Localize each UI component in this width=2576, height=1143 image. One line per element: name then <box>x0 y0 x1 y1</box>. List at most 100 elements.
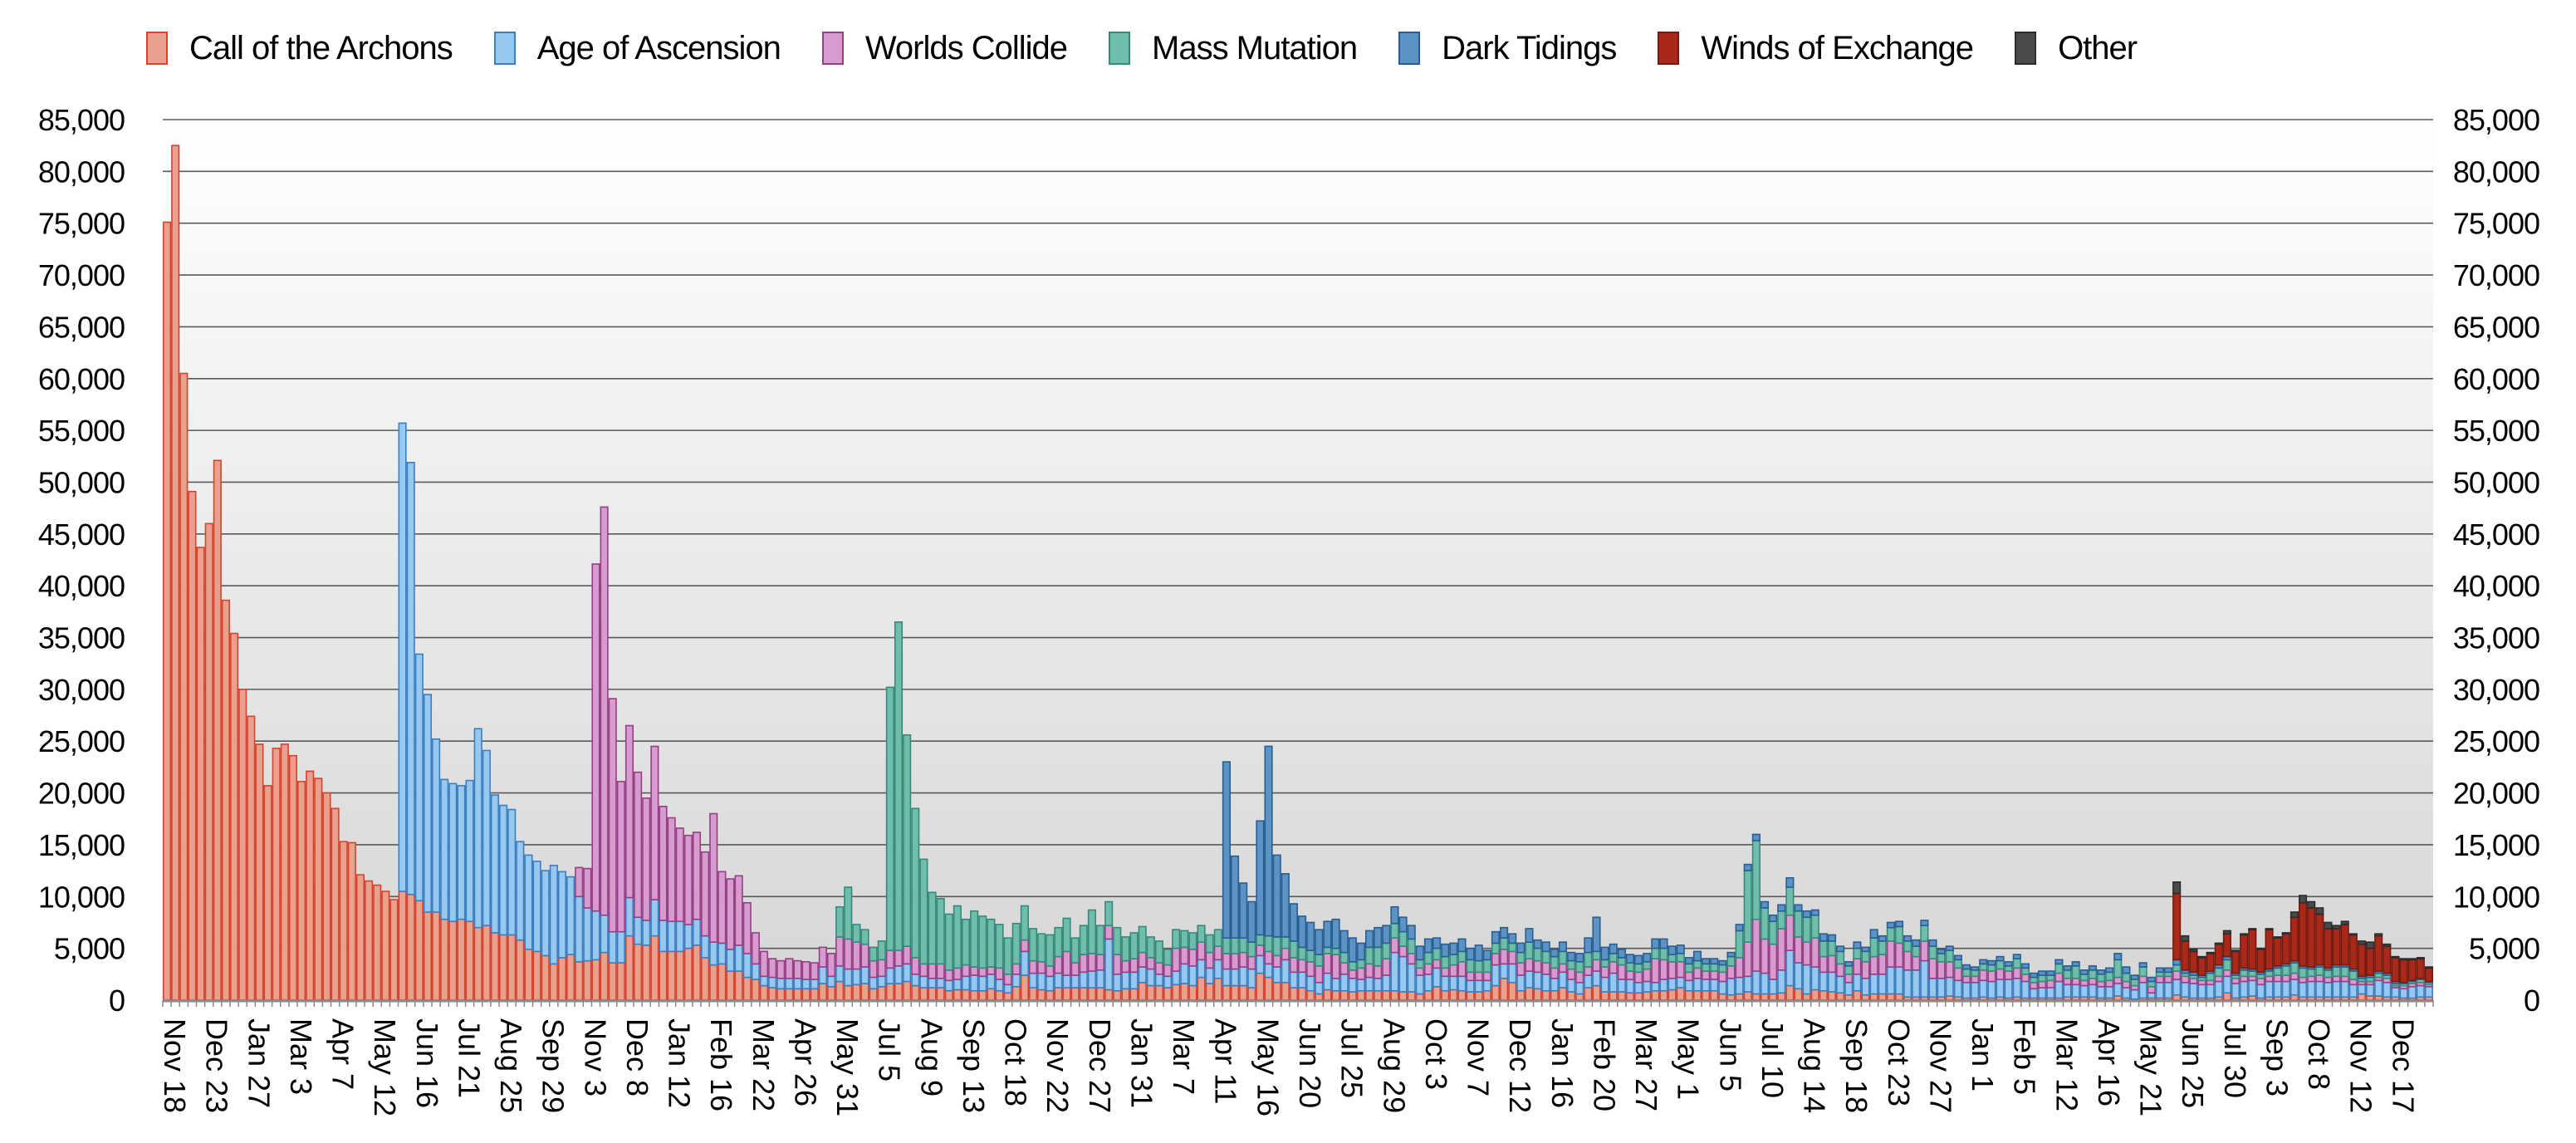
bar-segment <box>742 976 752 1001</box>
bar-segment <box>1491 930 1501 944</box>
bar-segment <box>600 506 609 916</box>
bar-segment <box>2298 901 2308 967</box>
bar-segment <box>1264 950 1273 965</box>
bar-segment <box>2029 976 2039 984</box>
x-tick-label: Jan 27 <box>242 1018 276 1108</box>
bar-segment <box>1011 922 1021 965</box>
bar-segment <box>1802 910 1811 919</box>
bar-segment <box>2324 969 2333 979</box>
bar-segment <box>608 698 617 933</box>
bar-segment <box>1154 940 1163 964</box>
bar-segment <box>1154 962 1163 975</box>
bar-segment <box>1491 942 1501 954</box>
bar-segment <box>1617 991 1626 1001</box>
bar-segment <box>1423 963 1433 975</box>
x-tick-label: Jul 5 <box>873 1018 907 1082</box>
bar-segment <box>1760 938 1770 974</box>
bar-segment <box>423 911 433 1001</box>
bar-segment <box>1441 943 1450 958</box>
bar-segment <box>919 858 928 965</box>
bar-segment <box>2357 984 2366 995</box>
bar-segment <box>987 918 996 968</box>
bar-segment <box>2113 959 2123 979</box>
bar-segment <box>726 970 735 1001</box>
bar-segment <box>1365 976 1374 992</box>
bar-segment <box>734 970 743 1001</box>
x-tick-label: Oct 3 <box>1419 1018 1453 1090</box>
bar-segment <box>995 989 1004 1001</box>
legend-item[interactable]: Dark Tidings <box>1398 30 1617 67</box>
x-tick-label: Jan 31 <box>1124 1018 1158 1108</box>
x-tick-label: Jan 1 <box>1966 1018 2000 1091</box>
legend-item[interactable]: Worlds Collide <box>821 30 1068 67</box>
bar-segment <box>1516 942 1526 954</box>
y-tick-label-left: 30,000 <box>38 673 125 707</box>
legend-item[interactable]: Age of Ascension <box>493 30 781 67</box>
bar-segment <box>1449 988 1458 1001</box>
legend-item[interactable]: Call of the Archons <box>146 30 453 67</box>
bar-segment <box>1365 930 1374 949</box>
bar-segment <box>2324 976 2333 984</box>
bar-segment <box>423 694 433 913</box>
bar-segment <box>2063 978 2072 986</box>
bar-segment <box>1054 926 1063 958</box>
bar-segment <box>1684 989 1693 1001</box>
bar-segment <box>1441 989 1450 1001</box>
bar-segment <box>1659 989 1668 1001</box>
bar-segment <box>507 934 517 1001</box>
bar-segment <box>1971 966 1980 971</box>
bar-segment <box>742 953 752 979</box>
bar-segment <box>1692 950 1702 962</box>
legend-item[interactable]: Other <box>2015 29 2138 67</box>
bar-segment <box>860 943 869 968</box>
bar-segment <box>1172 970 1181 986</box>
bar-segment <box>306 770 315 1001</box>
bar-segment <box>2240 969 2249 978</box>
bar-segment <box>499 934 508 1001</box>
bar-segment <box>2189 978 2198 984</box>
bar-segment <box>1533 959 1542 974</box>
bar-segment <box>1129 958 1139 974</box>
bar-segment <box>1264 935 1273 953</box>
x-tick-label: Nov 3 <box>578 1018 612 1096</box>
bar-segment <box>541 954 550 1001</box>
bar-segment <box>944 979 953 992</box>
bar-segment <box>1272 954 1281 968</box>
bar-segment <box>600 951 609 1001</box>
bar-segment <box>2105 979 2114 988</box>
bar-segment <box>2290 916 2299 962</box>
legend-item[interactable]: Mass Mutation <box>1109 30 1358 67</box>
legend-item[interactable]: Winds of Exchange <box>1658 30 1974 67</box>
bar-segment <box>785 988 794 1001</box>
bar-segment <box>1869 955 1878 975</box>
bar-segment <box>2222 975 2231 994</box>
bar-segment <box>2222 969 2231 978</box>
bar-segment <box>1390 989 1399 1001</box>
bar-segment <box>2206 972 2215 982</box>
bar-segment <box>1567 959 1576 970</box>
bar-segment <box>2256 978 2265 986</box>
bar-segment <box>1659 979 1668 992</box>
bar-segment <box>1239 951 1248 968</box>
bar-segment <box>1188 932 1197 950</box>
bar-segment <box>1836 950 1845 965</box>
bar-segment <box>1003 992 1012 1001</box>
bar-segment <box>1550 949 1559 958</box>
bar-segment <box>1180 983 1189 1001</box>
bar-segment <box>1760 900 1770 909</box>
bar-segment <box>2113 976 2123 984</box>
x-tick-label: Jan 16 <box>1545 1018 1579 1108</box>
bar-segment <box>1331 947 1340 955</box>
bar-segment <box>1331 918 1340 949</box>
legend-label: Other <box>2058 29 2138 66</box>
bar-segment <box>1516 962 1526 976</box>
bar-segment <box>793 978 802 990</box>
bar-segment <box>2122 972 2131 983</box>
bar-segment <box>1643 968 1652 983</box>
bar-segment <box>1449 964 1458 978</box>
bar-segment <box>1903 935 1912 942</box>
legend-swatch <box>2015 32 2037 65</box>
bar-segment <box>1634 982 1643 994</box>
bar-segment <box>566 876 575 955</box>
bar-segment <box>1070 937 1080 964</box>
